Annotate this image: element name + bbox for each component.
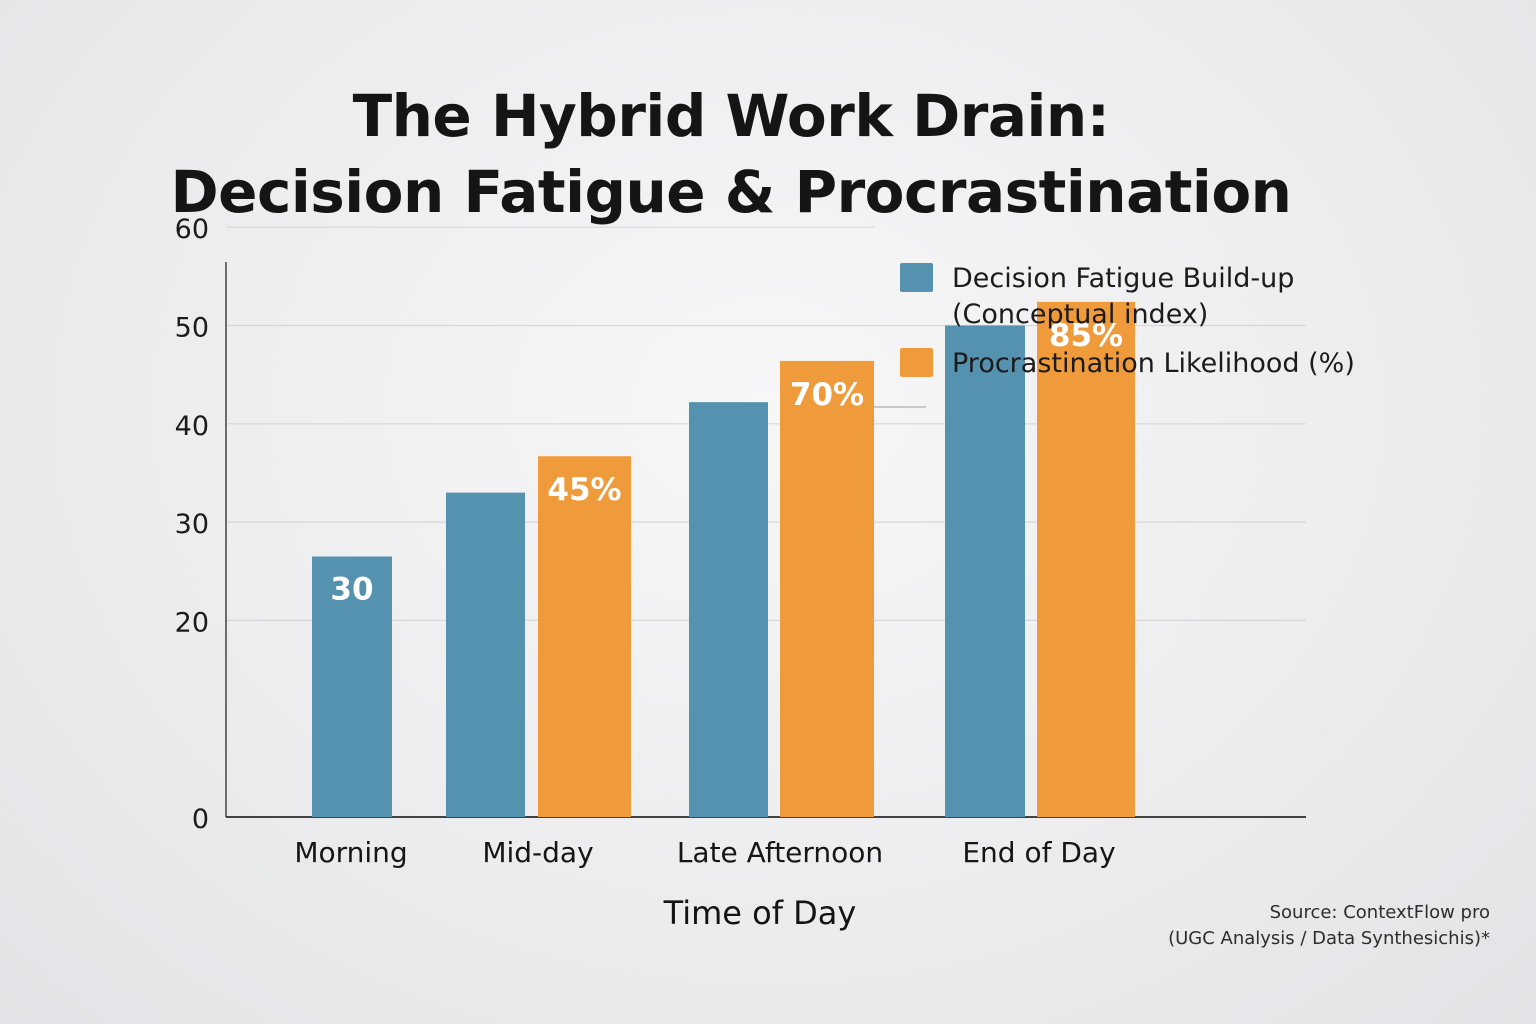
bar-procrastination-2	[780, 360, 874, 817]
x-axis-label: Time of Day	[663, 894, 857, 932]
legend-label-decision-fatigue: Decision Fatigue Build-up (Conceptual in…	[952, 263, 1295, 330]
source-line-1: Source: ContextFlow pro	[1269, 902, 1490, 923]
bar-decision-fatigue-2	[689, 402, 768, 817]
bar-procrastination-1	[538, 456, 631, 817]
bar-decision-fatigue-3	[945, 325, 1025, 817]
y-tick-label-60: 60	[175, 214, 209, 245]
data-label-procrastination-2: 70%	[790, 377, 864, 413]
y-tick-label-50: 50	[175, 313, 209, 344]
chart-title-line-1: The Hybrid Work Drain:	[352, 82, 1110, 150]
chart-title-line-2: Decision Fatigue & Procrastination	[170, 158, 1292, 226]
bar-procrastination-3	[1037, 301, 1135, 818]
bar-decision-fatigue-0	[312, 556, 392, 817]
legend-item-procrastination: Procrastination Likelihood (%)	[900, 346, 1355, 382]
x-tick-label-3: End of Day	[962, 836, 1115, 869]
data-label-decision-fatigue-0: 30	[330, 572, 373, 608]
y-tick-label-0: 0	[192, 804, 209, 835]
data-label-procrastination-3: 85%	[1049, 318, 1123, 354]
x-tick-label-1: Mid-day	[482, 836, 593, 869]
source-line-2: (UGC Analysis / Data Synthesichis)*	[1168, 928, 1490, 949]
y-tick-label-20: 20	[175, 607, 209, 638]
legend-swatch-procrastination	[900, 348, 933, 377]
y-tick-label-40: 40	[175, 411, 209, 442]
bar-decision-fatigue-1	[446, 492, 525, 817]
x-tick-label-2: Late Afternoon	[677, 836, 883, 869]
legend-swatch-decision-fatigue	[900, 263, 933, 292]
y-tick-label-30: 30	[175, 509, 209, 540]
data-label-procrastination-1: 45%	[547, 472, 621, 508]
x-tick-label-0: Morning	[294, 836, 407, 869]
legend-item-decision-fatigue: Decision Fatigue Build-up (Conceptual in…	[900, 261, 1294, 333]
source-note: Source: ContextFlow pro (UGC Analysis / …	[1168, 900, 1490, 952]
legend-label-procrastination: Procrastination Likelihood (%)	[952, 348, 1355, 379]
